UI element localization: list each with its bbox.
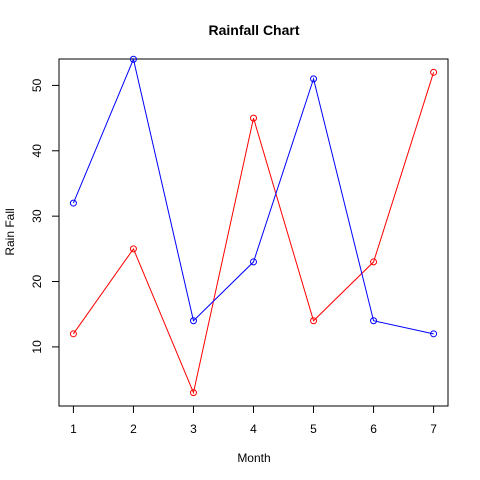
x-tick-label: 5 — [310, 422, 317, 436]
x-tick-label: 1 — [70, 422, 77, 436]
x-axis-label: Month — [237, 451, 270, 465]
data-point — [310, 75, 318, 83]
x-tick-label: 3 — [190, 422, 197, 436]
series-line — [72, 57, 434, 335]
data-point — [250, 258, 257, 266]
data-point — [69, 199, 77, 207]
plot-frame — [58, 58, 449, 407]
data-point — [310, 317, 318, 325]
y-tick-label: 40 — [30, 144, 44, 158]
series-2 — [69, 55, 438, 338]
x-axis: 1 2 3 4 5 6 7 — [70, 405, 437, 436]
y-tick-label: 30 — [30, 209, 44, 223]
data-point — [189, 317, 197, 325]
series-1 — [69, 68, 438, 397]
y-tick-label: 10 — [30, 340, 44, 354]
data-point — [250, 114, 257, 122]
data-point — [370, 258, 378, 266]
y-tick-label: 50 — [30, 78, 44, 92]
data-point — [189, 389, 197, 397]
data-point — [129, 55, 137, 63]
x-tick-label: 7 — [430, 422, 437, 436]
x-tick-label: 2 — [130, 422, 137, 436]
y-axis: 10 20 30 40 50 — [30, 78, 60, 354]
x-tick-label: 6 — [370, 422, 377, 436]
data-point — [430, 68, 438, 76]
data-point — [430, 330, 438, 338]
series-layer — [69, 55, 438, 397]
series-line — [72, 72, 435, 395]
data-point — [69, 330, 77, 338]
chart-title: Rainfall Chart — [208, 22, 299, 38]
data-point — [129, 245, 137, 253]
data-point — [370, 317, 378, 325]
y-axis-label: Rain Fall — [3, 208, 17, 255]
y-tick-label: 20 — [30, 275, 44, 289]
x-tick-label: 4 — [250, 422, 257, 436]
